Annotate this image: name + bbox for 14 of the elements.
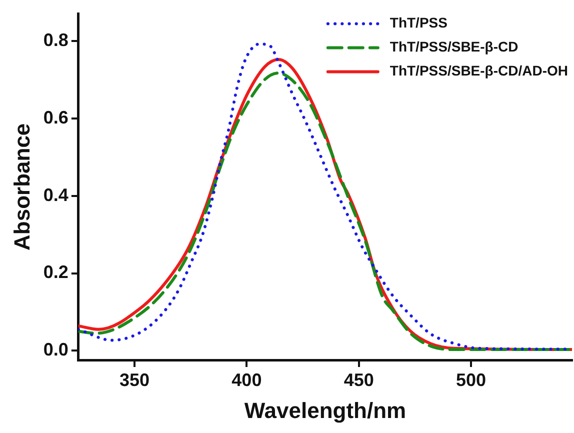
x-tick-label: 350 <box>119 370 150 390</box>
x-tick-label: 400 <box>232 370 262 390</box>
y-axis-title: Absorbance <box>9 123 34 250</box>
x-tick-label: 450 <box>344 370 374 390</box>
x-tick-label: 500 <box>456 370 486 390</box>
y-tick-label: 0.6 <box>43 107 68 128</box>
y-tick-label: 0.8 <box>43 30 68 50</box>
legend-label: ThT/PSS/SBE-β-CD/AD-OH <box>390 62 568 79</box>
x-axis-title: Wavelength/nm <box>244 398 406 423</box>
y-tick-label: 0.0 <box>43 340 68 360</box>
y-tick-label: 0.2 <box>43 262 68 282</box>
legend-label: ThT/PSS <box>390 14 448 31</box>
y-tick-label: 0.4 <box>43 184 68 205</box>
legend-label: ThT/PSS/SBE-β-CD <box>390 38 518 55</box>
